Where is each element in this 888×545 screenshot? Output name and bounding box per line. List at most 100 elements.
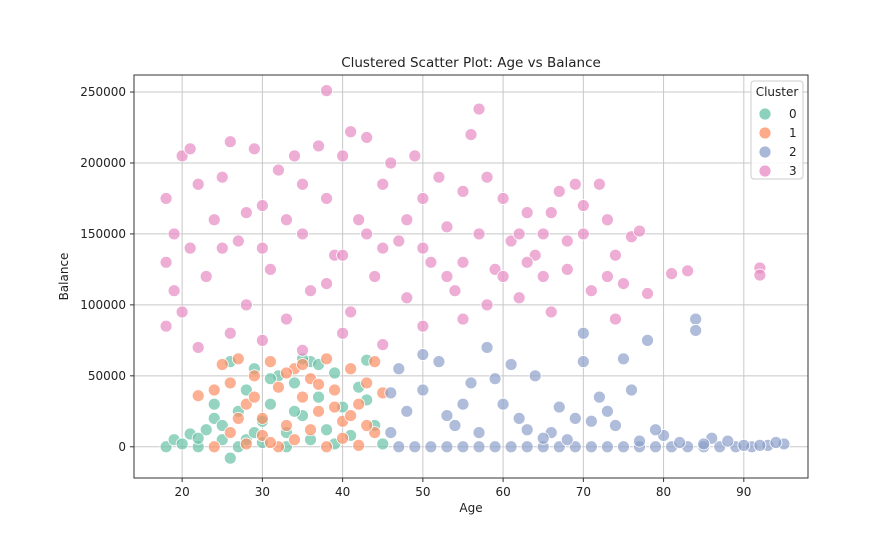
cluster-3-point [167, 227, 181, 241]
cluster-3-point [320, 192, 333, 205]
cluster-1-points [191, 352, 390, 454]
cluster-3-point [400, 213, 414, 227]
cluster-1-point [280, 419, 293, 432]
legend-label-0: 0 [789, 107, 797, 121]
cluster-2-point [472, 426, 486, 439]
legend-marker-3 [758, 164, 772, 178]
x-axis-label: Age [459, 501, 482, 515]
cluster-2-point [584, 440, 598, 454]
cluster-3-point [432, 170, 446, 184]
legend-marker-2 [758, 145, 772, 159]
cluster-3-point [496, 270, 510, 283]
cluster-3-point [584, 284, 598, 298]
cluster-3-point [304, 284, 317, 298]
cluster-3-point [239, 298, 253, 312]
cluster-0-point [320, 423, 333, 437]
cluster-2-point [384, 426, 398, 439]
cluster-1-point [223, 426, 237, 439]
cluster-3-point [384, 156, 398, 170]
cluster-2-point [384, 386, 398, 400]
cluster-2-point [488, 372, 502, 386]
cluster-3-point [272, 163, 285, 177]
cluster-3-points [159, 84, 767, 357]
cluster-2-point [528, 369, 542, 383]
cluster-2-point [737, 438, 751, 452]
cluster-3-point [280, 213, 293, 227]
cluster-1-point [231, 352, 245, 366]
cluster-2-point [440, 409, 454, 422]
y-tick-label: 0 [118, 440, 126, 454]
cluster-3-point [416, 192, 430, 205]
cluster-3-point [536, 270, 550, 283]
cluster-2-point [753, 438, 767, 452]
legend: Cluster 0 1 2 3 [750, 80, 804, 180]
cluster-2-point [560, 433, 574, 447]
cluster-3-point [175, 305, 189, 319]
cluster-2-point [721, 434, 735, 448]
cluster-1-point [296, 390, 309, 404]
cluster-3-point [223, 135, 237, 149]
cluster-3-point [296, 177, 309, 191]
x-tick-label: 50 [415, 485, 430, 499]
cluster-3-point [175, 149, 189, 163]
cluster-3-point [472, 227, 486, 241]
cluster-1-point [352, 397, 366, 411]
cluster-1-point [344, 362, 358, 376]
cluster-3-point [536, 227, 550, 241]
cluster-1-point [344, 409, 358, 422]
cluster-3-point [528, 248, 542, 262]
chart-title: Clustered Scatter Plot: Age vs Balance [341, 55, 601, 71]
cluster-3-point [416, 319, 430, 333]
cluster-1-point [231, 412, 245, 425]
cluster-2-point [649, 440, 662, 454]
cluster-2-point [609, 419, 622, 432]
x-tick-label: 70 [576, 485, 591, 499]
cluster-1-point [239, 397, 253, 411]
cluster-3-point [408, 149, 422, 163]
cluster-3-point [392, 234, 406, 248]
cluster-3-point [207, 213, 221, 227]
cluster-2-point [568, 440, 582, 454]
cluster-3-point [456, 255, 470, 269]
cluster-2-point [592, 390, 606, 404]
cluster-0-point [288, 404, 301, 418]
cluster-1-point [328, 400, 341, 414]
cluster-3-point [239, 206, 253, 220]
cluster-2-point [472, 440, 486, 454]
cluster-2-point [424, 440, 438, 454]
cluster-2-point [464, 376, 478, 390]
cluster-3-point [376, 177, 390, 191]
cluster-0-point [328, 366, 341, 380]
cluster-2-point [456, 397, 470, 411]
legend-label-3: 3 [789, 164, 797, 178]
cluster-3-point [552, 184, 566, 198]
cluster-3-point [456, 312, 470, 326]
cluster-0-point [223, 451, 237, 465]
cluster-3-point [456, 184, 470, 198]
cluster-1-point [320, 352, 333, 366]
cluster-3-point [199, 270, 213, 283]
cluster-1-point [223, 376, 237, 390]
cluster-3-point [641, 287, 654, 300]
cluster-3-point [488, 263, 502, 276]
cluster-1-point [352, 438, 366, 452]
cluster-3-point [544, 305, 558, 319]
cluster-0-point [288, 376, 301, 390]
cluster-2-point [633, 434, 646, 448]
legend-label-1: 1 [789, 126, 797, 140]
cluster-0-point [199, 423, 213, 437]
cluster-3-point [368, 270, 382, 283]
cluster-3-point [360, 227, 374, 241]
cluster-3-point [681, 264, 695, 278]
legend-marker-1 [758, 126, 772, 140]
cluster-3-point [344, 125, 358, 139]
cluster-3-point [255, 333, 269, 347]
plot-frame [133, 74, 809, 479]
cluster-1-point [288, 433, 301, 447]
cluster-2-point [520, 440, 534, 454]
cluster-3-point [633, 224, 646, 238]
cluster-1-point [296, 358, 309, 371]
cluster-2-point [456, 440, 470, 454]
cluster-2-point [576, 326, 590, 340]
